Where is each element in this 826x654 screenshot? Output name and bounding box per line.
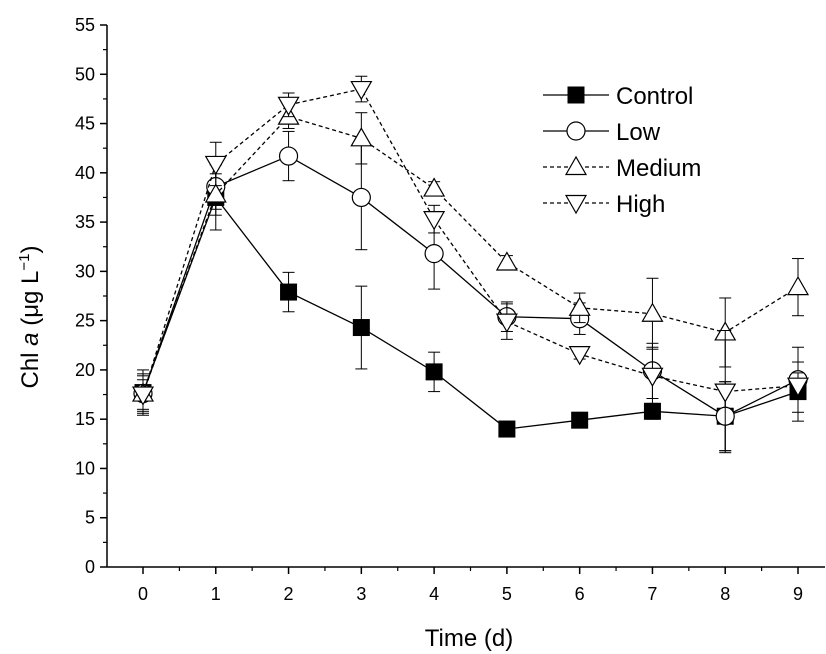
data-point-control (352, 319, 370, 337)
x-tick-label: 1 (211, 584, 221, 604)
y-axis-title-italic: a (17, 332, 44, 345)
series-line-medium (142, 115, 799, 394)
data-point-control (425, 363, 443, 381)
y-tick-label: 45 (75, 114, 95, 134)
legend-label-low: Low (616, 119, 661, 146)
legend-label-control: Control (616, 83, 693, 110)
x-axis-title: Time (d) (425, 625, 513, 652)
data-point-high (350, 80, 373, 101)
y-tick-labels: 0 5 10 15 20 25 30 35 40 45 50 55 (75, 15, 95, 577)
x-tick-label: 7 (647, 584, 657, 604)
data-point-low (424, 244, 444, 264)
data-point-high (277, 96, 300, 117)
data-point-control (571, 411, 589, 429)
data-point-control (498, 420, 516, 438)
series-high (131, 75, 810, 454)
y-tick-label: 5 (85, 508, 95, 528)
data-point-high (204, 155, 227, 176)
data-point-medium (495, 251, 518, 271)
legend: Control Low Medium High (543, 83, 701, 218)
y-tick-label: 0 (85, 557, 95, 577)
series-low (133, 130, 808, 452)
x-tick-labels: 0 1 2 3 4 5 6 7 8 9 (138, 584, 803, 604)
y-tick-label: 55 (75, 15, 95, 35)
series-layer (131, 75, 810, 454)
data-point-high (423, 211, 446, 231)
series-medium (131, 104, 810, 412)
y-tick-label: 25 (75, 311, 95, 331)
series-line-high (142, 88, 799, 395)
series-line-control (142, 196, 799, 430)
data-point-medium (786, 275, 810, 296)
data-point-low (278, 146, 299, 166)
data-point-medium (568, 296, 591, 316)
legend-marker-medium (564, 155, 588, 176)
x-tick-label: 6 (575, 584, 585, 604)
y-axis-title-close: ) (17, 245, 44, 253)
x-tick-label: 8 (720, 584, 730, 604)
data-point-high (495, 313, 518, 333)
data-point-medium (204, 183, 227, 203)
data-point-high (714, 383, 737, 403)
data-point-high (786, 377, 810, 397)
x-tick-label: 3 (356, 584, 366, 604)
data-point-medium (423, 177, 446, 197)
data-point-medium (350, 127, 373, 147)
x-tick-label: 2 (284, 584, 294, 604)
data-point-control (643, 402, 661, 420)
y-axis-title: Chl a (μg L−1) (16, 245, 44, 388)
y-tick-label: 35 (75, 212, 95, 232)
x-tick-label: 9 (793, 584, 803, 604)
x-tick-label: 4 (429, 584, 439, 604)
legend-label-medium: Medium (616, 155, 701, 182)
x-tick-label: 0 (138, 584, 148, 604)
legend-marker-control (567, 86, 585, 104)
legend-marker-low (566, 121, 586, 141)
legend-marker-high (564, 194, 588, 215)
y-axis-title-prefix: Chl (17, 346, 44, 389)
y-tick-label: 10 (75, 458, 95, 478)
data-point-high (568, 346, 591, 366)
data-point-low (351, 187, 371, 208)
legend-label-high: High (616, 191, 665, 218)
y-axis-title-unit: (μg L (17, 271, 44, 333)
data-point-high (131, 386, 155, 406)
axes (100, 24, 825, 574)
series-line-low (142, 155, 799, 417)
y-tick-label: 40 (75, 163, 95, 183)
data-point-high (641, 367, 664, 388)
y-tick-label: 50 (75, 64, 95, 84)
y-tick-label: 20 (75, 360, 95, 380)
y-tick-label: 15 (75, 409, 95, 429)
y-tick-label: 30 (75, 261, 95, 281)
y-axis-title-superscript: −1 (16, 253, 33, 270)
data-point-medium (641, 302, 664, 322)
x-tick-label: 5 (502, 584, 512, 604)
series-control (134, 164, 807, 452)
data-point-control (280, 283, 298, 301)
